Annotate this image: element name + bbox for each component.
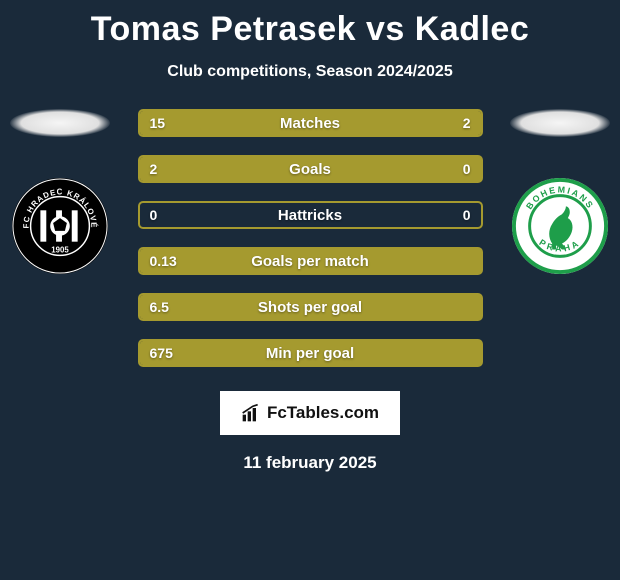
comparison-subtitle: Club competitions, Season 2024/2025: [0, 63, 620, 81]
stat-label: Matches: [140, 115, 481, 132]
right-player-column: BOHEMIANS PRAHA: [500, 109, 620, 275]
stat-label: Goals per match: [140, 253, 481, 270]
stat-row: 6.5Shots per goal: [138, 293, 483, 321]
stat-label: Shots per goal: [140, 299, 481, 316]
stats-list: 15Matches22Goals00Hattricks00.13Goals pe…: [138, 109, 483, 367]
stat-label: Goals: [140, 161, 481, 178]
comparison-title: Tomas Petrasek vs Kadlec: [0, 0, 620, 49]
stat-value-right: 0: [463, 207, 471, 223]
stat-row: 2Goals0: [138, 155, 483, 183]
comparison-content: FC HRADEC KRÁLOVÉ 1905 BOHEMI: [0, 109, 620, 367]
left-player-column: FC HRADEC KRÁLOVÉ 1905: [0, 109, 120, 275]
comparison-date: 11 february 2025: [0, 453, 620, 473]
stat-value-right: 2: [463, 115, 471, 131]
right-club-badge: BOHEMIANS PRAHA: [511, 177, 609, 275]
stat-label: Hattricks: [140, 207, 481, 224]
stat-row: 0.13Goals per match: [138, 247, 483, 275]
bohemians-badge-icon: BOHEMIANS PRAHA: [511, 177, 609, 275]
branding-label: FcTables.com: [267, 403, 379, 423]
stat-row: 0Hattricks0: [138, 201, 483, 229]
hradec-badge-icon: FC HRADEC KRÁLOVÉ 1905: [11, 177, 109, 275]
left-club-badge: FC HRADEC KRÁLOVÉ 1905: [11, 177, 109, 275]
branding-box: FcTables.com: [220, 391, 400, 435]
svg-text:1905: 1905: [51, 245, 69, 254]
fctables-logo-icon: [241, 403, 261, 423]
stat-row: 15Matches2: [138, 109, 483, 137]
stat-row: 675Min per goal: [138, 339, 483, 367]
player-placeholder-left: [10, 109, 110, 137]
player-placeholder-right: [510, 109, 610, 137]
stat-value-right: 0: [463, 161, 471, 177]
stat-label: Min per goal: [140, 345, 481, 362]
